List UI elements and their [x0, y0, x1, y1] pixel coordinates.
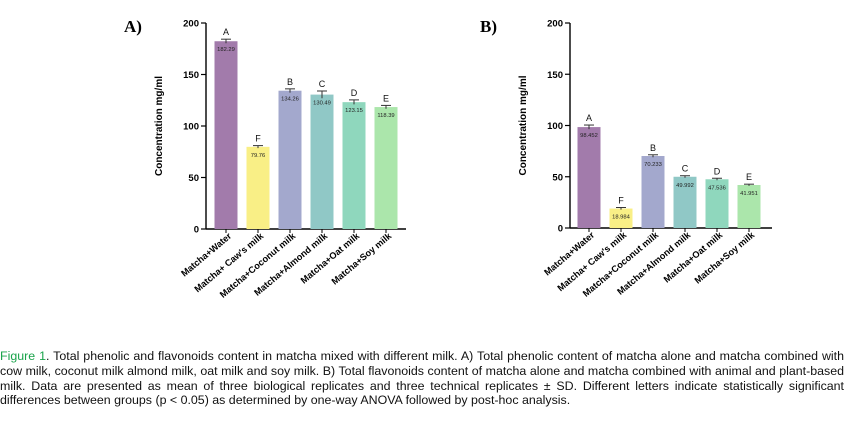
chart-b-letter-5: E: [746, 172, 752, 182]
chart-b-bar-1: [609, 208, 633, 228]
chart-a-letter-0: A: [223, 27, 229, 37]
chart-b-ytick-label-200: 200: [547, 19, 563, 30]
chart-b-value-label-2: 70.233: [644, 162, 662, 168]
chart-b-value-label-0: 98.452: [580, 133, 598, 139]
figure-caption: Figure 1. Total phenolic and flavonoids …: [0, 349, 844, 408]
chart-b-bar-2: [641, 156, 665, 228]
chart-a-value-label-3: 130.49: [313, 101, 331, 107]
chart-a-letter-5: E: [383, 93, 389, 103]
chart-b-bar-5: [737, 185, 761, 228]
chart-a-value-label-5: 118.39: [377, 113, 394, 119]
chart-a-bar-3: [310, 94, 334, 229]
chart-b-value-label-1: 18.984: [612, 215, 631, 221]
chart-a-value-label-4: 123.15: [345, 108, 363, 114]
chart-a-ytick-label-150: 150: [183, 70, 199, 81]
chart-b-letter-0: A: [586, 113, 592, 123]
chart-b-ytick-label-0: 0: [558, 224, 563, 235]
chart-a-ytick-label-200: 200: [183, 19, 199, 30]
chart-b-letter-4: D: [714, 166, 721, 176]
chart-b-ylabel: Concentration mg/ml: [518, 75, 529, 175]
chart-b-letter-1: F: [618, 196, 624, 206]
figure-label: Figure 1: [0, 349, 46, 363]
chart-b-ytick-label-150: 150: [547, 70, 563, 81]
chart-b-value-label-4: 47.536: [708, 185, 726, 191]
chart-b-xtick-label-5: Matcha+Soy milk: [693, 229, 757, 285]
chart-b-bar-4: [705, 179, 729, 228]
chart-a-ytick-label-0: 0: [194, 225, 199, 236]
chart-a-bar-5: [374, 107, 398, 229]
chart-a-value-label-2: 134.26: [281, 97, 299, 103]
chart-b-value-label-3: 49.992: [676, 183, 694, 189]
chart-a-value-label-0: 182.29: [217, 47, 235, 53]
caption-text: . Total phenolic and flavonoids content …: [0, 349, 844, 408]
chart-a-ytick-label-100: 100: [183, 122, 199, 133]
chart-a-bar-2: [278, 90, 302, 230]
chart-a-value-label-1: 79.76: [251, 153, 266, 159]
chart-a-letter-3: C: [319, 79, 326, 89]
chart-a-bar-4: [342, 102, 366, 229]
chart-b-flavonoids: 0 50 100 150 200 Concentration mg/ml 98.452 A Ma…: [518, 19, 772, 299]
chart-a-letter-2: B: [287, 77, 293, 87]
chart-a-ylabel: Concentration mg/ml: [154, 76, 165, 176]
chart-b-ytick-label-50: 50: [552, 172, 563, 183]
chart-b-bar-3: [673, 176, 697, 228]
chart-b-value-label-5: 41.951: [740, 191, 758, 197]
chart-b-letter-3: C: [682, 164, 689, 174]
chart-a-ytick-label-50: 50: [188, 173, 199, 184]
chart-a-letter-4: D: [351, 88, 358, 98]
chart-a-bar-0: [214, 41, 238, 229]
chart-a-letter-1: F: [255, 134, 261, 144]
chart-b-bar-0: [577, 127, 601, 228]
panel-a-label: A): [124, 17, 142, 36]
chart-b-ytick-label-100: 100: [547, 121, 563, 132]
chart-a-bar-1: [246, 146, 270, 229]
panel-b-label: B): [480, 17, 497, 36]
chart-b-letter-2: B: [650, 143, 656, 153]
